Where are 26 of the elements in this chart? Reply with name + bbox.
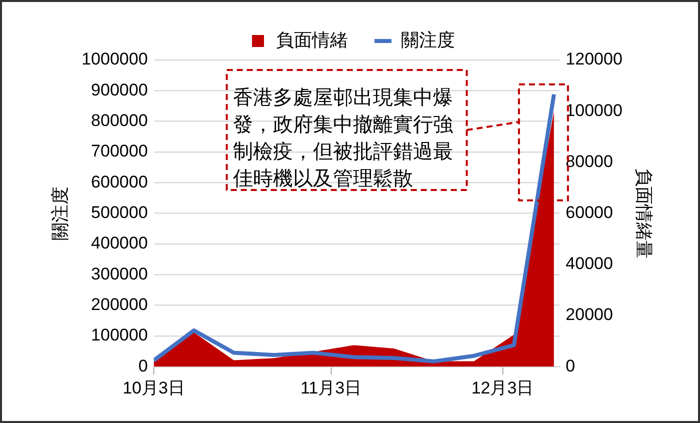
y-tick-label: 800000	[91, 111, 148, 130]
y-tick-label: 700000	[91, 142, 148, 161]
y-tick-label: 500000	[91, 202, 148, 222]
y-tick-label: 400000	[91, 234, 148, 253]
annotation: 香港多處屋邨出現集中爆發，政府集中撤離實行強制檢疫，但被批評錯過最佳時機以及管理鬆散	[232, 86, 453, 190]
legend-label: 負面情緒	[276, 30, 348, 50]
y2-tick-label: 60000	[566, 202, 613, 222]
y2-tick-label: 20000	[566, 305, 613, 324]
y-tick-label: 900000	[91, 80, 148, 100]
x-tick-label: 10月3日	[122, 378, 185, 398]
y2-axis-title: 負面情緒量	[634, 168, 654, 258]
y-axis-title: 關注度	[50, 186, 70, 240]
y-tick-label: 200000	[91, 294, 148, 314]
y-tick-label: 1000000	[82, 50, 148, 69]
y2-tick-label: 120000	[566, 50, 622, 69]
y2-tick-label: 40000	[566, 254, 613, 274]
legend-label: 關注度	[401, 30, 455, 50]
y-tick-label: 0	[138, 356, 148, 376]
y2-tick-label: 0	[566, 356, 576, 376]
x-tick-label: 12月3日	[471, 378, 534, 398]
x-tick-label: 11月3日	[300, 378, 362, 398]
y-tick-label: 100000	[91, 326, 148, 345]
y2-tick-label: 80000	[566, 152, 613, 171]
y-tick-label: 300000	[91, 264, 148, 284]
y-tick-label: 600000	[91, 172, 148, 192]
y2-tick-label: 100000	[566, 100, 622, 120]
